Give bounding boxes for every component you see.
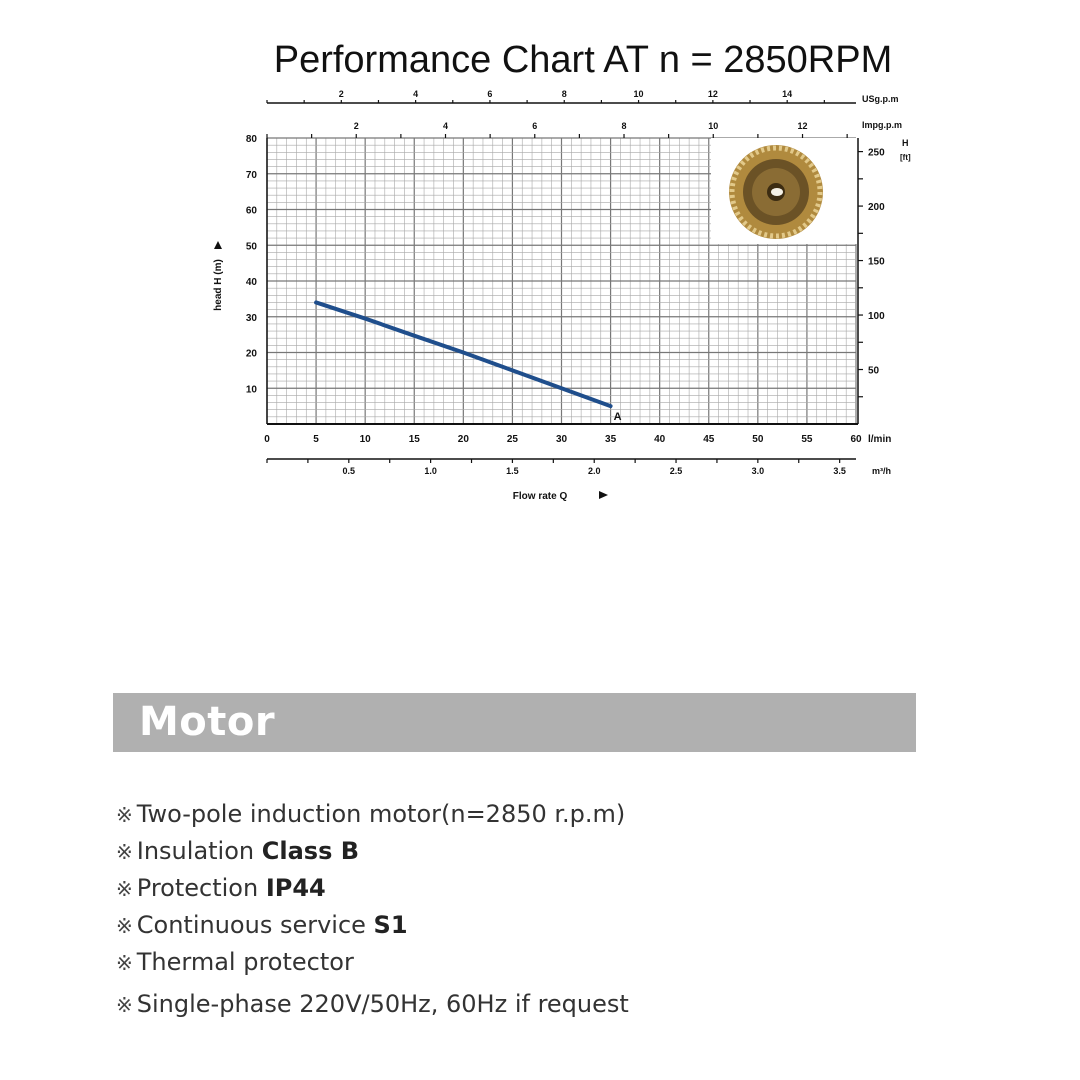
y-tick-label: 80 <box>246 134 258 145</box>
motor-section-header: Motor <box>113 693 916 752</box>
spec-text: Insulation <box>136 837 262 865</box>
y-tick-label: 60 <box>246 206 258 217</box>
usgpm-tick-label: 14 <box>782 89 792 99</box>
ft-tick-label: 150 <box>868 257 885 268</box>
m3h-tick-label: 1.0 <box>424 466 437 476</box>
spec-item: ※ Thermal protector <box>116 944 629 986</box>
ft-unit-label: H <box>902 138 909 148</box>
m3h-tick-label: 0.5 <box>343 466 356 476</box>
performance-chart: Performance Chart AT n = 2850RPM 1020304… <box>213 39 911 502</box>
usgpm-tick-label: 6 <box>487 89 492 99</box>
x-tick-label: 25 <box>507 434 519 445</box>
y-axis-label: head H (m) <box>213 259 224 311</box>
motor-heading: Motor <box>139 699 276 745</box>
x-tick-label: 55 <box>801 434 813 445</box>
spec-item: ※ Two-pole induction motor(n=2850 r.p.m) <box>116 796 629 833</box>
ft-tick-label: 250 <box>868 148 885 159</box>
x-tick-label: 60 <box>850 434 862 445</box>
spec-text: Continuous service <box>136 911 374 939</box>
impgpm-tick-label: 4 <box>443 121 448 131</box>
reference-mark-icon: ※ <box>116 840 133 864</box>
x-tick-label: 50 <box>752 434 764 445</box>
y-tick-label: 50 <box>246 241 258 252</box>
usgpm-tick-label: 8 <box>562 89 567 99</box>
usgpm-tick-label: 12 <box>708 89 718 99</box>
spec-text: Single-phase 220V/50Hz, 60Hz if request <box>136 990 629 1018</box>
motor-spec-list: ※ Two-pole induction motor(n=2850 r.p.m) … <box>116 796 629 1023</box>
spec-item: ※ Single-phase 220V/50Hz, 60Hz if request <box>116 986 629 1023</box>
usgpm-tick-label: 4 <box>413 89 418 99</box>
impgpm-unit-label: Impg.p.m <box>862 120 902 130</box>
x-tick-label: 5 <box>313 434 319 445</box>
usgpm-tick-label: 10 <box>634 89 644 99</box>
y-axis-arrow-icon <box>214 241 222 249</box>
y-tick-label: 10 <box>246 384 258 395</box>
usgpm-tick-label: 2 <box>339 89 344 99</box>
impgpm-tick-label: 8 <box>622 121 627 131</box>
spec-text: Two-pole induction motor(n=2850 r.p.m) <box>136 800 626 828</box>
x-tick-label: 0 <box>264 434 270 445</box>
x-tick-label: 20 <box>458 434 470 445</box>
chart-series: A <box>314 300 622 423</box>
m3h-tick-label: 2.5 <box>670 466 683 476</box>
spec-item: ※ Continuous service S1 <box>116 907 629 944</box>
impeller-icon <box>729 145 823 239</box>
chart-title: Performance Chart AT n = 2850RPM <box>274 39 893 81</box>
x-axis-arrow-icon <box>599 491 608 499</box>
spec-item: ※ Protection IP44 <box>116 870 629 907</box>
reference-mark-icon: ※ <box>116 993 133 1017</box>
impgpm-tick-label: 10 <box>708 121 718 131</box>
m3h-tick-label: 3.0 <box>752 466 765 476</box>
x-tick-label: 40 <box>654 434 666 445</box>
ft-unit-label: [ft] <box>900 153 911 162</box>
y-tick-label: 30 <box>246 313 258 324</box>
x-tick-label: 30 <box>556 434 568 445</box>
spec-text: Protection <box>136 874 266 902</box>
m3h-tick-label: 1.5 <box>506 466 519 476</box>
ft-tick-label: 50 <box>868 366 880 377</box>
spec-value: IP44 <box>265 874 326 902</box>
ft-tick-label: 100 <box>868 311 885 322</box>
m3h-tick-label: 3.5 <box>833 466 846 476</box>
impgpm-tick-label: 6 <box>532 121 537 131</box>
m3h-tick-label: 2.0 <box>588 466 601 476</box>
impgpm-tick-label: 2 <box>354 121 359 131</box>
ft-tick-label: 200 <box>868 202 885 213</box>
reference-mark-icon: ※ <box>116 914 133 938</box>
spec-value: Class B <box>261 837 360 865</box>
spec-value: S1 <box>373 911 408 939</box>
reference-mark-icon: ※ <box>116 803 133 827</box>
m3h-unit-label: m³/h <box>872 466 891 476</box>
spec-text: Thermal protector <box>136 948 354 976</box>
x-unit-label: l/min <box>868 434 891 445</box>
x-tick-label: 35 <box>605 434 617 445</box>
x-tick-label: 10 <box>360 434 372 445</box>
usgpm-unit-label: USg.p.m <box>862 94 899 104</box>
spec-item: ※ Insulation Class B <box>116 833 629 870</box>
x-tick-label: 15 <box>409 434 421 445</box>
series-label: A <box>614 411 622 423</box>
reference-mark-icon: ※ <box>116 951 133 975</box>
y-tick-label: 40 <box>246 277 258 288</box>
reference-mark-icon: ※ <box>116 877 133 901</box>
x-tick-label: 45 <box>703 434 715 445</box>
impeller-photo <box>711 138 857 244</box>
x-axis-label: Flow rate Q <box>513 491 568 502</box>
impgpm-tick-label: 12 <box>798 121 808 131</box>
y-tick-label: 20 <box>246 349 258 360</box>
y-tick-label: 70 <box>246 170 258 181</box>
